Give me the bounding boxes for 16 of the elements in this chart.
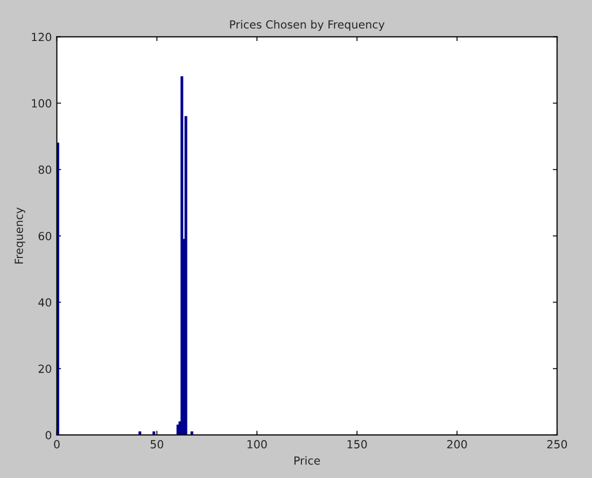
y-tick-label: 120 — [32, 32, 52, 42]
x-tick-label: 0 — [54, 440, 60, 448]
y-axis-title: Frequency — [14, 208, 26, 264]
y-tick-label: 40 — [38, 298, 52, 307]
chart-title: Prices Chosen by Frequency — [230, 20, 385, 31]
y-tick-label: 100 — [32, 99, 52, 108]
y-tick-label: 20 — [38, 364, 52, 373]
y-tick-label: 0 — [46, 430, 52, 440]
x-tick-label: 200 — [447, 440, 467, 448]
y-tick-label: 60 — [38, 232, 52, 240]
x-tick-label: 50 — [150, 440, 164, 448]
x-tick-label: 150 — [348, 440, 367, 448]
y-tick-label: 80 — [38, 166, 52, 174]
x-tick-label: 250 — [547, 440, 567, 448]
x-axis-title: Price — [294, 456, 320, 465]
x-tick-label: 100 — [248, 440, 267, 448]
